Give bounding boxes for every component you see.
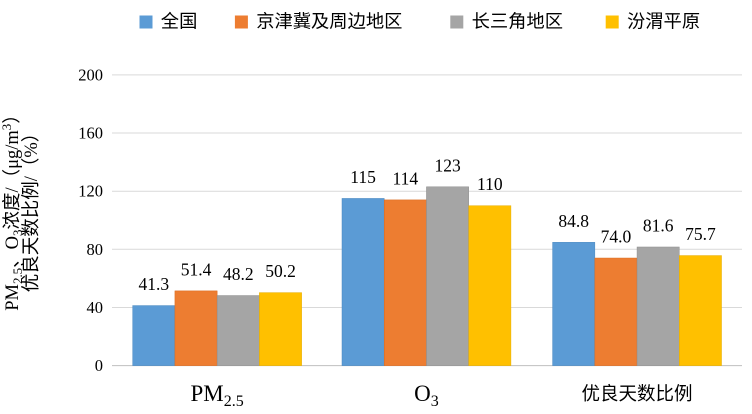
- svg-text:81.6: 81.6: [643, 216, 674, 236]
- svg-text:全国: 全国: [161, 12, 198, 32]
- svg-text:80: 80: [87, 240, 104, 259]
- svg-text:115: 115: [350, 167, 376, 187]
- svg-text:74.0: 74.0: [601, 227, 632, 247]
- svg-text:114: 114: [392, 168, 418, 188]
- svg-text:优良天数比例: 优良天数比例: [582, 384, 693, 405]
- svg-text:50.2: 50.2: [265, 261, 296, 281]
- svg-text:84.8: 84.8: [558, 211, 589, 231]
- svg-text:120: 120: [78, 182, 103, 201]
- svg-text:优良天数比例/（%）: 优良天数比例/（%）: [21, 124, 42, 293]
- svg-text:PM2.5、O3浓度/（μg/m3）: PM2.5、O3浓度/（μg/m3）: [0, 105, 25, 311]
- svg-text:110: 110: [477, 174, 503, 194]
- svg-text:京津冀及周边地区: 京津冀及周边地区: [256, 12, 402, 32]
- svg-text:0: 0: [95, 356, 103, 375]
- svg-text:40: 40: [87, 298, 104, 317]
- svg-text:O3: O3: [414, 381, 439, 410]
- svg-text:160: 160: [78, 124, 103, 143]
- svg-text:长三角地区: 长三角地区: [472, 12, 563, 32]
- svg-text:200: 200: [78, 66, 103, 85]
- svg-text:51.4: 51.4: [181, 259, 212, 279]
- svg-text:48.2: 48.2: [223, 264, 254, 284]
- svg-text:123: 123: [434, 155, 461, 175]
- svg-text:汾渭平原: 汾渭平原: [627, 12, 700, 32]
- svg-text:41.3: 41.3: [138, 274, 169, 294]
- svg-text:PM2.5: PM2.5: [191, 381, 244, 410]
- svg-text:75.7: 75.7: [685, 224, 716, 244]
